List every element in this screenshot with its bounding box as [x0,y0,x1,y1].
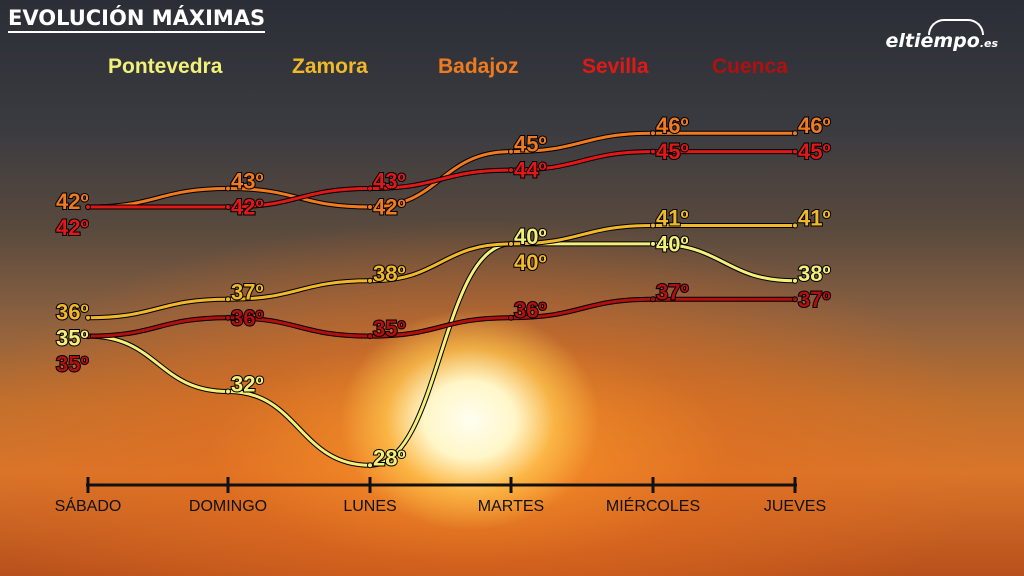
data-point [85,314,91,321]
legend-item-zamora: Zamora [292,55,368,78]
data-label: 40º [656,231,689,256]
data-label: 35º [56,326,89,351]
data-label: 46º [798,113,831,138]
data-label: 35º [373,316,406,341]
data-point [508,148,514,155]
x-tick-label: LUNES [343,498,396,515]
data-label: 36º [56,300,89,325]
data-label: 28º [373,445,406,470]
x-tick-label: JUEVES [764,498,826,515]
data-label: 41º [656,205,689,230]
data-label: 46º [656,113,689,138]
legend-item-badajoz: Badajoz [438,55,519,78]
logo: eltiempo.es [885,30,998,52]
data-point [508,314,514,321]
data-label: 43º [231,169,264,194]
series-line-shadow [87,296,795,339]
data-label: 35º [56,352,89,377]
data-label: 41º [798,205,831,230]
data-point [225,314,231,321]
data-point [367,204,373,210]
legend-item-pontevedra: Pontevedra [108,55,223,78]
data-point [225,185,231,192]
data-label: 38º [798,261,831,286]
data-label: 42º [56,215,89,240]
data-point [225,204,231,210]
data-point [508,167,514,174]
logo-text: eltiempo [885,30,980,52]
data-point [367,185,373,192]
x-tick-label: MIÉRCOLES [606,496,700,515]
series-line-sevilla [87,150,795,209]
data-point [650,130,656,137]
data-point [792,222,798,229]
data-point [792,277,798,284]
data-point [508,240,514,247]
series-line-shadow [87,130,795,210]
data-label: 45º [656,139,689,164]
data-label: 36º [514,298,547,323]
legend-item-cuenca: Cuenca [712,55,788,78]
data-label: 45º [798,139,831,164]
data-point [367,462,373,469]
data-point [225,296,231,303]
data-point [792,148,798,155]
data-label: 45º [514,132,547,157]
logo-suffix: .es [979,37,998,50]
data-label: 37º [798,287,831,312]
data-label: 42º [231,195,264,220]
data-label: 38º [373,261,406,286]
data-label: 42º [373,195,406,220]
data-point [85,204,91,210]
data-point [650,222,656,229]
data-point [792,296,798,303]
data-point [225,388,231,395]
data-label: 32º [231,372,264,397]
x-tick-label: DOMINGO [189,498,267,515]
series-line-pontevedra [87,242,796,467]
legend-item-sevilla: Sevilla [582,55,649,78]
data-label: 42º [56,189,89,214]
data-label: 44º [514,158,547,183]
series-line-cuenca [87,297,795,338]
data-point [367,333,373,340]
data-point [650,296,656,303]
data-label: 37º [656,279,689,304]
data-label: 40º [514,250,547,275]
data-point [650,148,656,155]
x-tick-label: SÁBADO [55,496,122,515]
series-line-shadow [87,222,795,321]
data-label: 43º [373,169,406,194]
data-label: 37º [231,279,264,304]
data-label: 40º [514,224,547,249]
data-point [85,333,91,340]
x-tick-label: MARTES [478,498,544,515]
series-line-badajoz [87,131,795,209]
series-line-zamora [87,223,795,320]
data-point [367,277,373,284]
data-point [792,130,798,137]
data-label: 36º [231,305,264,330]
chart-title: EVOLUCIÓN MÁXIMAS [8,6,266,33]
data-point [650,240,656,247]
